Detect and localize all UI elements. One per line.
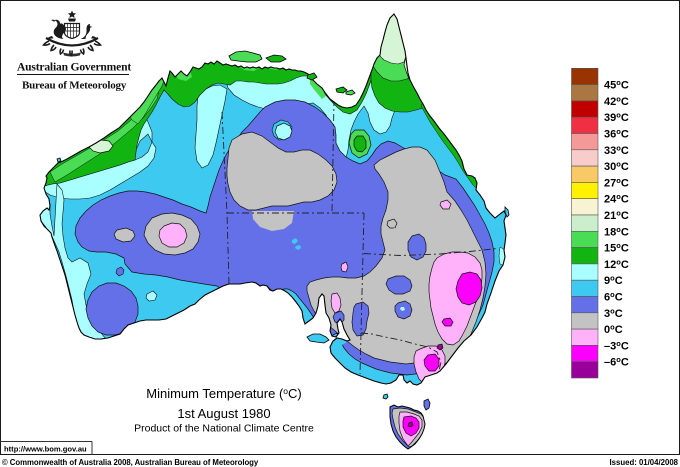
svg-text:–6oC: –6oC — [604, 355, 629, 369]
svg-text:15oC: 15oC — [604, 241, 629, 255]
svg-text:–3oC: –3oC — [604, 339, 629, 353]
svg-text:12oC: 12oC — [604, 257, 629, 271]
svg-text:9oC: 9oC — [604, 274, 623, 288]
svg-text:Issued: 01/04/2008: Issued: 01/04/2008 — [610, 458, 679, 467]
svg-text:45oC: 45oC — [604, 78, 629, 92]
svg-text:21oC: 21oC — [604, 209, 629, 223]
svg-text:http://www.bom.gov.au: http://www.bom.gov.au — [4, 445, 87, 454]
svg-text:© Commonwealth of Australia 20: © Commonwealth of Australia 2008, Austra… — [2, 458, 259, 467]
svg-text:6oC: 6oC — [604, 290, 623, 304]
svg-text:30oC: 30oC — [604, 160, 629, 174]
svg-text:39oC: 39oC — [604, 111, 629, 125]
svg-text:3oC: 3oC — [604, 306, 623, 320]
svg-text:Minimum Temperature (oC): Minimum Temperature (oC) — [146, 386, 301, 401]
svg-text:Product of the National Climat: Product of the National Climate Centre — [134, 423, 314, 435]
svg-text:36oC: 36oC — [604, 127, 629, 141]
svg-text:1st August 1980: 1st August 1980 — [177, 406, 270, 421]
svg-text:42oC: 42oC — [604, 94, 629, 108]
svg-text:24oC: 24oC — [604, 192, 629, 206]
svg-text:0oC: 0oC — [604, 323, 623, 337]
svg-text:Australian Government: Australian Government — [17, 61, 131, 74]
svg-text:Bureau of Meteorology: Bureau of Meteorology — [22, 80, 127, 92]
svg-text:33oC: 33oC — [604, 143, 629, 157]
svg-text:27oC: 27oC — [604, 176, 629, 190]
svg-text:18oC: 18oC — [604, 225, 629, 239]
